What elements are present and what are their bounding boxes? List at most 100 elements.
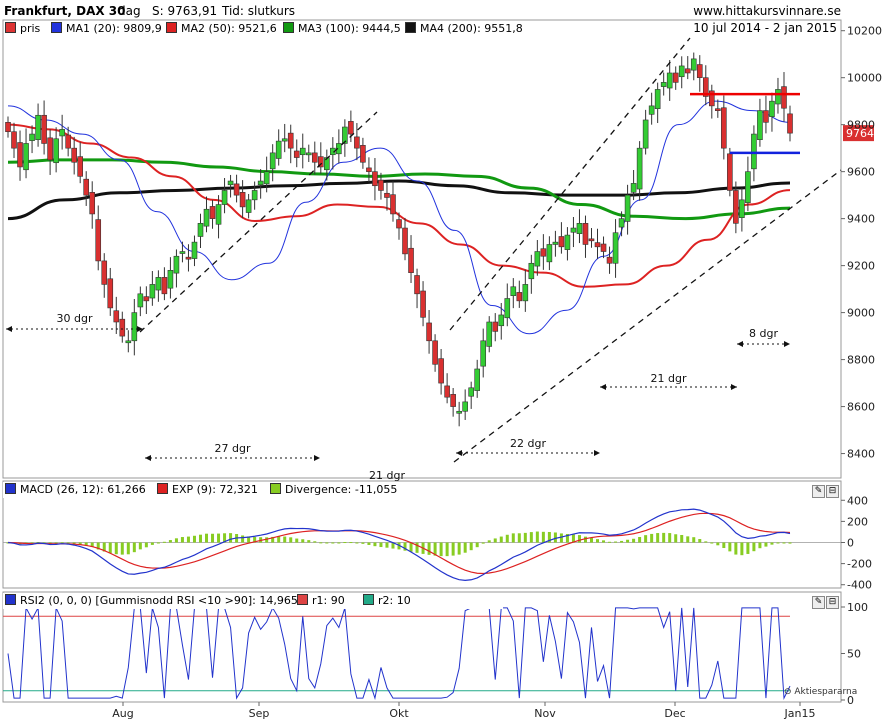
candle-body [642, 119, 649, 149]
candle-body [498, 314, 505, 327]
annot-30dgr-label: 30 dgr [57, 312, 93, 325]
divergence-bar [752, 542, 756, 552]
candle-body [462, 401, 468, 412]
candle-body [143, 296, 150, 302]
price-tick-label: 8600 [847, 401, 875, 414]
candle-body [630, 183, 637, 193]
candle-body [468, 387, 474, 397]
macd-tick-label: -200 [847, 558, 872, 571]
divergence-bar [343, 542, 347, 544]
candle-body [209, 206, 216, 219]
divergence-bar [770, 542, 774, 545]
divergence-bar [325, 542, 329, 544]
divergence-bar [385, 542, 389, 548]
divergence-bar [337, 542, 341, 544]
divergence-bar [608, 541, 612, 543]
candle-body [245, 199, 252, 213]
macd-legend: MACD (26, 12): 61,266 EXP (9): 72,321 Di… [3, 482, 503, 498]
candle-body [41, 114, 47, 144]
candle-body [101, 260, 108, 285]
candle-body [546, 244, 553, 263]
period-label: dag [118, 4, 141, 18]
divergence-bar [481, 542, 485, 544]
site-label[interactable]: www.hittakursvinnare.se [693, 4, 841, 18]
candle-body [131, 312, 138, 342]
candle-body [582, 223, 589, 245]
rsi-settings-icon[interactable]: ✎ [812, 596, 825, 609]
candle-body [269, 152, 276, 170]
divergence-bar [180, 537, 184, 543]
divergence-bar [710, 542, 714, 544]
divergence-bar [144, 542, 148, 548]
divergence-bar [638, 537, 642, 543]
divergence-bar [662, 532, 666, 543]
candle-body [71, 147, 77, 163]
price-tick-label: 9600 [847, 166, 875, 179]
candle-body [745, 171, 751, 203]
candle-body [119, 318, 126, 337]
candle-body [203, 208, 210, 227]
divergence-bar [589, 537, 593, 543]
divergence-bar [463, 542, 467, 553]
divergence-bar [355, 542, 359, 544]
x-tick-label: Sep [249, 707, 270, 720]
candle-body [161, 277, 168, 295]
candle-body [257, 180, 264, 186]
annot-22dgr-label: 22 dgr [510, 437, 546, 450]
divergence-bar [535, 531, 539, 543]
divergence-bar [626, 539, 630, 543]
legend-ma3: MA3 (100): 9444,5 [283, 22, 401, 35]
divergence-bar [90, 542, 94, 548]
candle-body [672, 72, 679, 83]
candle-body [600, 243, 607, 252]
x-tick-label: Okt [389, 707, 409, 720]
divergence-bar [271, 536, 275, 543]
candle-body [215, 204, 222, 225]
divergence-bar [54, 542, 58, 544]
legend-ma2: MA2 (50): 9521,6 [166, 22, 277, 35]
candle-body [408, 247, 414, 273]
candle-body [293, 150, 300, 158]
annot-30dgr-arrow-left [6, 326, 12, 332]
annot-27dgr-arrow-right [314, 455, 320, 461]
macd-settings-icon[interactable]: ✎ [812, 485, 825, 498]
candle-body [618, 218, 625, 228]
candle-body [426, 322, 432, 342]
divergence-bar [511, 533, 515, 543]
divergence-bar [168, 540, 172, 543]
divergence-bar [547, 531, 551, 543]
candle-body [251, 190, 258, 201]
x-tick-label: Dec [664, 707, 685, 720]
candle-body [636, 147, 643, 190]
candle-body [191, 241, 198, 259]
rsi-tick-label: 0 [847, 694, 854, 707]
candle-body [708, 90, 715, 107]
divergence-bar [211, 533, 215, 543]
divergence-bar [427, 542, 431, 555]
candle-body [354, 136, 360, 149]
rsi-close-icon[interactable]: ⊟ [826, 596, 839, 609]
candle-body [456, 410, 462, 414]
rsi-panel-frame [2, 591, 842, 703]
macd-panel-frame [2, 480, 842, 589]
divergence-bar [716, 542, 720, 546]
candle-body [432, 340, 438, 365]
x-tick-label: Nov [534, 707, 556, 720]
macd-close-icon[interactable]: ⊟ [826, 485, 839, 498]
price-tick-label: 9800 [847, 119, 875, 132]
price-legend: pris MA1 (20): 9809,9 MA2 (50): 9521,6 M… [3, 21, 703, 37]
candle-body [684, 68, 691, 74]
rsi-tick-label: 100 [847, 601, 868, 614]
divergence-bar [746, 542, 750, 554]
divergence-bar [541, 531, 545, 543]
candle-body [173, 255, 180, 274]
candle-body [690, 58, 697, 71]
candle-body [107, 278, 114, 309]
candle-body [781, 86, 787, 109]
divergence-bar [433, 542, 437, 556]
divergence-bar [782, 542, 786, 544]
legend-ma1: MA1 (20): 9809,9 [51, 22, 162, 35]
trendline-aug [139, 111, 378, 333]
divergence-bar [620, 540, 624, 543]
divergence-bar [277, 536, 281, 543]
